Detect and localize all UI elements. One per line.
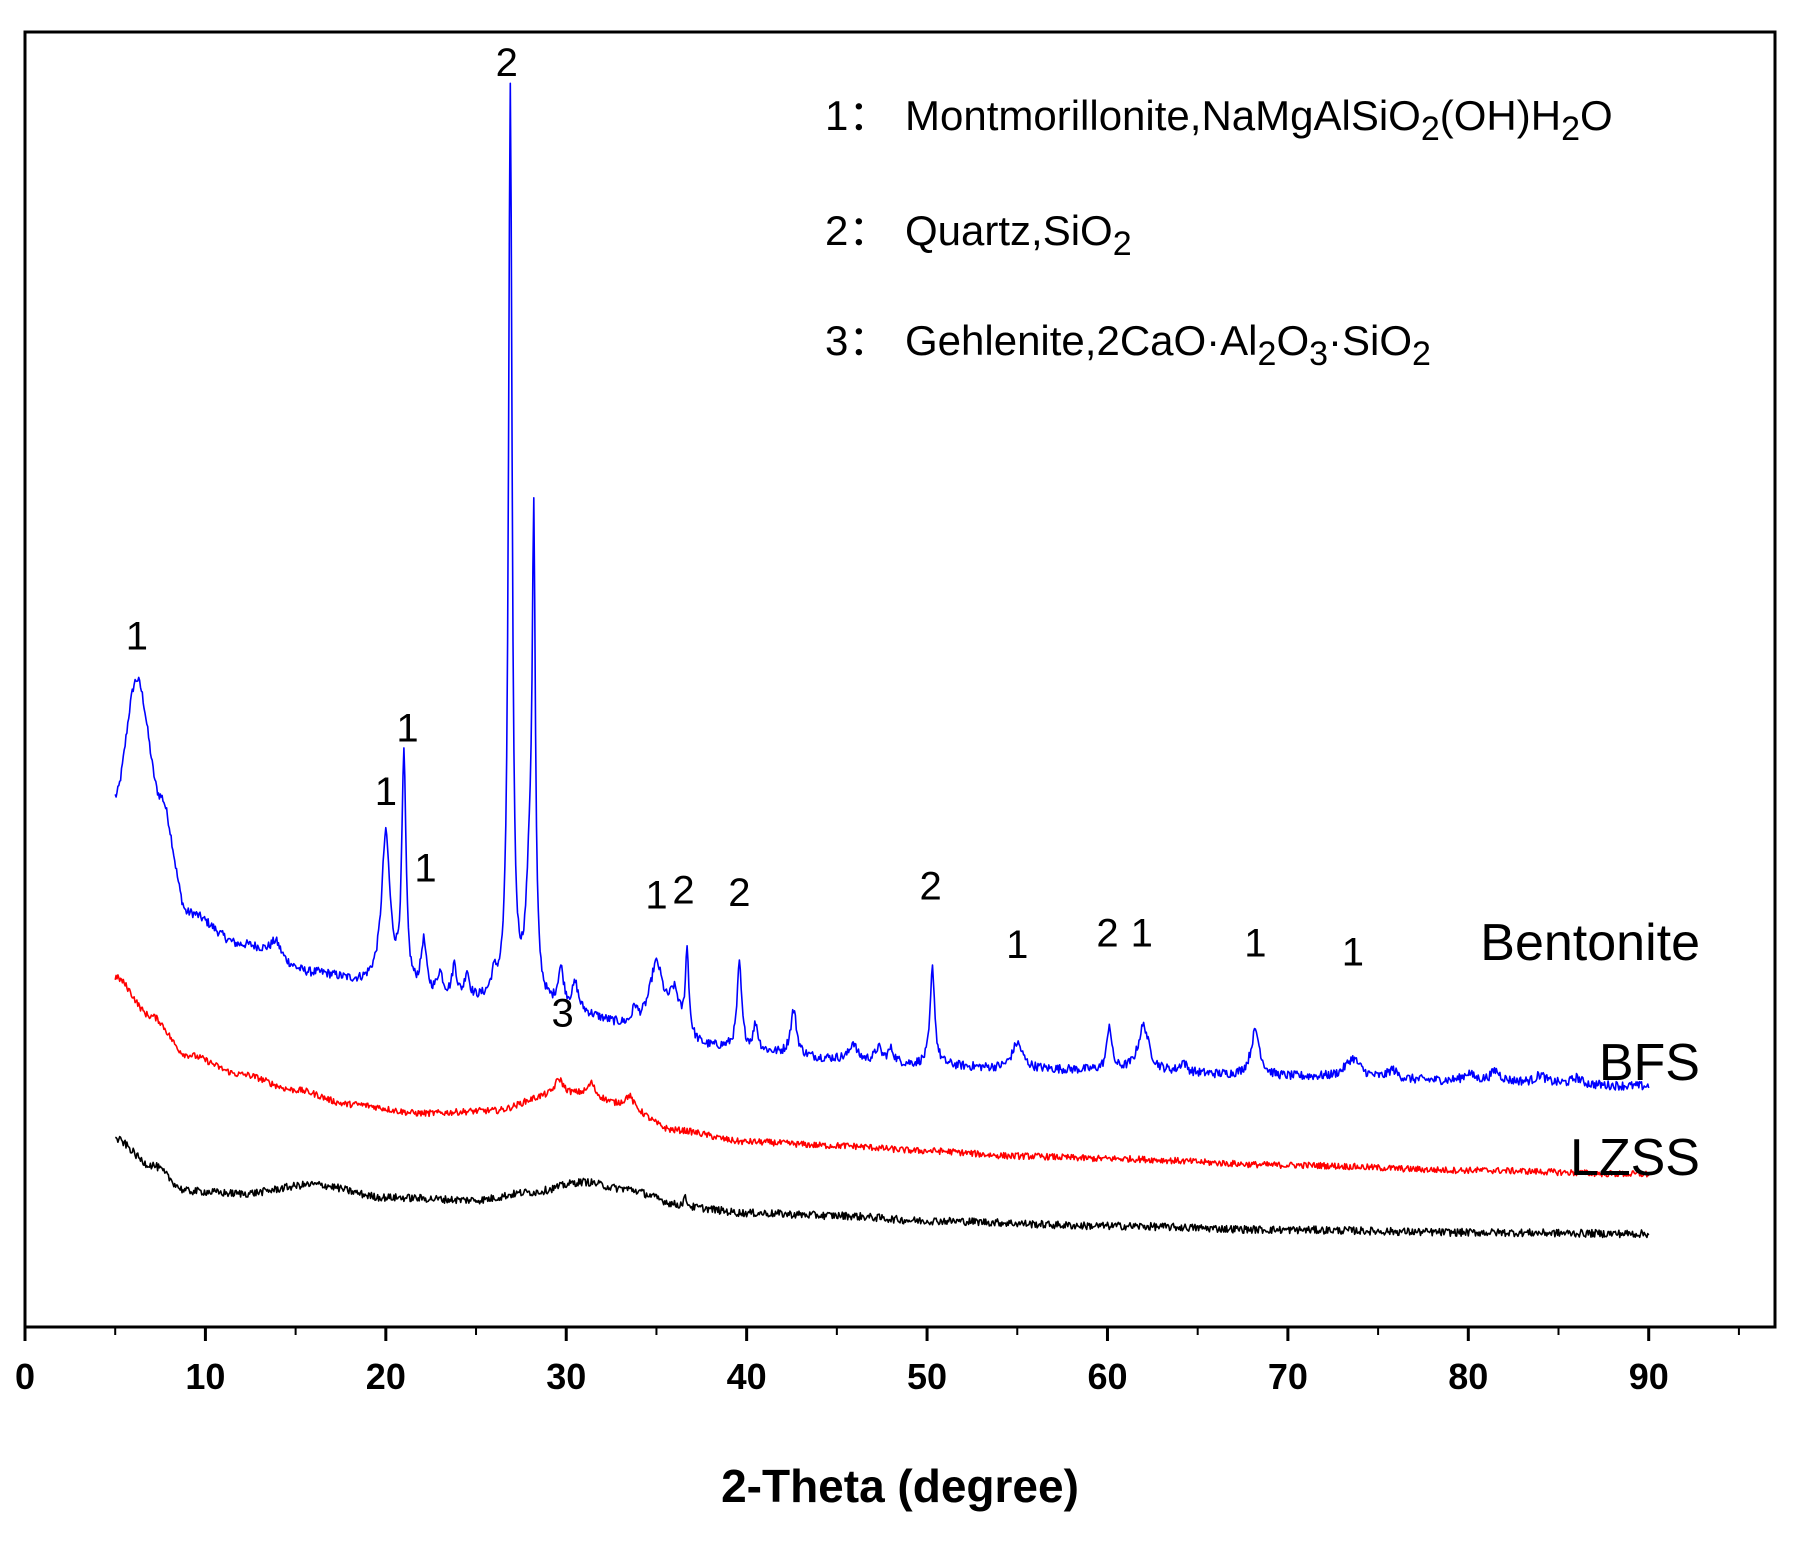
x-tick-label: 40: [727, 1356, 767, 1397]
series-label-bentonite: Bentonite: [1480, 914, 1700, 972]
peak-label: 1: [396, 707, 418, 751]
peak-label: 1: [645, 874, 667, 918]
x-tick-label: 30: [546, 1356, 586, 1397]
legend-number: 2：: [825, 207, 890, 254]
series-line-bfs: [114, 974, 1650, 1178]
x-axis-title: 2-Theta (degree): [721, 1460, 1079, 1512]
x-tick-label: 50: [907, 1356, 947, 1397]
peak-label: 2: [672, 869, 694, 913]
legend-number: 3：: [825, 317, 890, 364]
x-tick-label: 0: [15, 1356, 35, 1397]
x-tick-label: 10: [185, 1356, 225, 1397]
x-tick-label: 90: [1629, 1356, 1669, 1397]
peak-label: 1: [1342, 931, 1364, 975]
x-axis-ticks: 0 10 20 30 40 50 60 70 80 90: [15, 1327, 1740, 1397]
series-label-bfs: BFS: [1599, 1034, 1700, 1092]
legend-entry: Quartz,SiO2: [905, 207, 1132, 263]
x-tick-label: 20: [366, 1356, 406, 1397]
legend: 1： Montmorillonite,NaMgAlSiO2(OH)H2O 2： Qua…: [825, 92, 1613, 373]
peak-label: 2: [728, 871, 750, 915]
peak-label: 2: [920, 865, 942, 909]
peak-label: 2: [1096, 911, 1118, 955]
peak-label: 1: [1131, 911, 1153, 955]
x-tick-label: 60: [1087, 1356, 1127, 1397]
peak-label: 1: [375, 770, 397, 814]
peak-label: 1: [1006, 923, 1028, 967]
plot-frame: [23, 30, 1777, 1329]
x-tick-label: 80: [1448, 1356, 1488, 1397]
legend-entry: Montmorillonite,NaMgAlSiO2(OH)H2O: [905, 92, 1613, 148]
legend-entry: Gehlenite,2CaO·Al2O3·SiO2: [905, 317, 1431, 373]
peak-label: 1: [414, 847, 436, 891]
legend-number: 1：: [825, 92, 890, 139]
x-tick-label: 70: [1268, 1356, 1308, 1397]
series-names: Bentonite BFS LZSS: [1480, 914, 1700, 1187]
peak-label: 1: [126, 615, 148, 659]
series-line-lzss: [115, 1135, 1650, 1239]
peak-label: 2: [496, 41, 518, 85]
series-layer: [114, 82, 1650, 1239]
peak-label: 3: [552, 992, 574, 1036]
series-line-bentonite: [114, 82, 1650, 1091]
series-label-lzss: LZSS: [1570, 1129, 1700, 1187]
peak-label: 1: [1244, 922, 1266, 966]
